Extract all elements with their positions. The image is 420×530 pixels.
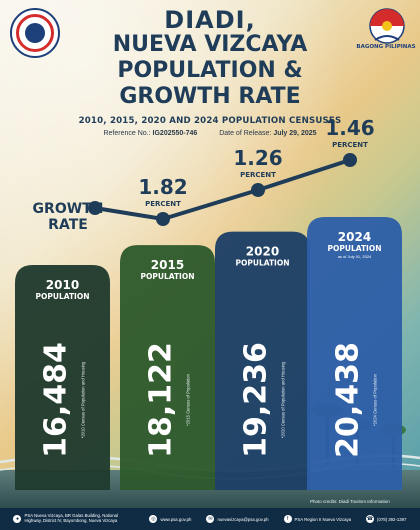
bar-asof-label: as of July 01, 2024 bbox=[338, 254, 372, 259]
reference-line: Reference No.: IG202550-746 Date of Rele… bbox=[0, 130, 420, 137]
bar-year-label: 2015 bbox=[151, 258, 184, 272]
release-date: July 29, 2025 bbox=[273, 130, 317, 137]
growth-rate-value: 1.26 bbox=[233, 146, 282, 170]
population-bar-2020 bbox=[215, 231, 310, 491]
growth-rate-point-2010 bbox=[88, 201, 102, 215]
bar-population-label: POPULATION bbox=[140, 272, 194, 281]
growth-rate-line bbox=[93, 158, 352, 222]
footer-website[interactable]: ◎ www.psa.gov.ph bbox=[149, 515, 192, 523]
bar-source-note: *2020 Census of Population and Housing bbox=[281, 361, 286, 438]
location-pin-icon: ● bbox=[13, 515, 22, 523]
growth-rate-point-2024 bbox=[343, 153, 357, 167]
population-bar-2015 bbox=[120, 245, 215, 490]
bar-value-label: 16,484 bbox=[39, 342, 74, 458]
bar-population-label: POPULATION bbox=[327, 244, 381, 253]
globe-icon: ◎ bbox=[149, 515, 158, 523]
bar-year-label: 2024 bbox=[338, 230, 371, 244]
bar-population-label: POPULATION bbox=[35, 292, 89, 301]
mail-icon: ✉ bbox=[206, 515, 215, 523]
footer-email[interactable]: ✉ nuevavizcaya@psa.gov.ph bbox=[206, 515, 269, 523]
bar-source-note: *2010 Census of Population and Housing bbox=[81, 361, 86, 438]
title-line-4: GROWTH RATE bbox=[119, 84, 301, 109]
growth-rate-unit: PERCENT bbox=[240, 171, 276, 179]
facebook-icon: f bbox=[283, 515, 292, 523]
bar-source-note: *2024 Census of Population bbox=[373, 373, 378, 426]
bar-year-label: 2020 bbox=[246, 245, 279, 259]
growth-rate-point-2020 bbox=[251, 183, 265, 197]
growth-rate-title-line-2: RATE bbox=[48, 217, 88, 233]
reference-label: Reference No.: bbox=[103, 130, 151, 137]
growth-rate-value: 1.46 bbox=[325, 116, 374, 140]
growth-rate-value: 1.82 bbox=[138, 175, 187, 199]
title-line-3: POPULATION & bbox=[117, 58, 303, 83]
footer: ● PSA Nueva Vizcaya, BR Galas Building, … bbox=[0, 508, 420, 530]
population-bar-2024 bbox=[307, 217, 402, 490]
growth-rate-unit: PERCENT bbox=[145, 200, 181, 208]
footer-facebook[interactable]: f PSA Region II Nueva Vizcaya bbox=[283, 515, 351, 523]
reference-number: IG202550-746 bbox=[152, 130, 198, 137]
psa-logo bbox=[10, 8, 60, 58]
phone-icon: ☎ bbox=[366, 515, 375, 523]
bar-year-label: 2010 bbox=[46, 278, 79, 292]
footer-phone: ☎ (078) 392-1397 bbox=[366, 515, 407, 523]
footer-address: ● PSA Nueva Vizcaya, BR Galas Building, … bbox=[13, 513, 134, 524]
subtitle: 2010, 2015, 2020 AND 2024 POPULATION CEN… bbox=[78, 116, 342, 126]
bar-value-label: 18,122 bbox=[144, 342, 179, 458]
bar-value-label: 20,438 bbox=[331, 342, 366, 458]
population-bar-2010 bbox=[15, 265, 110, 490]
growth-rate-point-2015 bbox=[156, 212, 170, 226]
bagong-pilipinas-label: BAGONG PILIPINAS bbox=[356, 44, 416, 50]
growth-rate-title-line-1: GROWTH bbox=[33, 201, 104, 217]
bar-population-label: POPULATION bbox=[235, 259, 289, 268]
growth-rate-unit: PERCENT bbox=[332, 141, 368, 149]
title-line-1: DIADI, bbox=[164, 6, 256, 34]
bagong-pilipinas-logo bbox=[369, 8, 405, 44]
release-label: Date of Release: bbox=[219, 130, 272, 137]
bar-value-label: 19,236 bbox=[239, 342, 274, 458]
bar-source-note: *2015 Census of Population bbox=[186, 373, 191, 426]
title-line-2: NUEVA VIZCAYA bbox=[112, 32, 308, 57]
photo-credit: Photo credits: Diadi Tourism Information bbox=[310, 499, 390, 504]
